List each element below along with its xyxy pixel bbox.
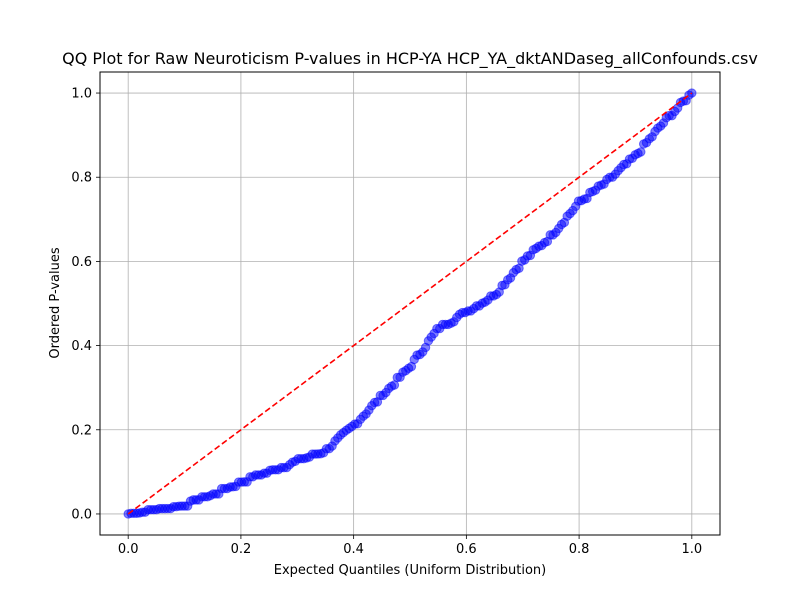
x-tick-label: 0.8 bbox=[569, 542, 590, 557]
y-tick-label: 0.4 bbox=[71, 339, 92, 354]
y-tick-label: 0.6 bbox=[71, 255, 92, 270]
x-tick-label: 0.4 bbox=[343, 542, 364, 557]
y-tick-label: 0.0 bbox=[71, 507, 92, 522]
plot-layer bbox=[123, 88, 697, 519]
y-axis-label: Ordered P-values bbox=[48, 247, 63, 358]
x-axis-label: Expected Quantiles (Uniform Distribution… bbox=[274, 563, 546, 578]
grid-layer bbox=[100, 72, 720, 535]
x-tick-label: 1.0 bbox=[681, 542, 702, 557]
chart-title: QQ Plot for Raw Neuroticism P-values in … bbox=[62, 49, 758, 69]
x-tick-label: 0.6 bbox=[456, 542, 477, 557]
tick-layer: 0.0 0.2 0.4 0.6 0.8 1.0 0.0 0.2 0.4 0.6 0.8 1.0 bbox=[71, 87, 702, 557]
axes-frame bbox=[99, 71, 721, 536]
reference-line bbox=[127, 92, 693, 515]
data-point bbox=[636, 147, 646, 157]
y-tick-label: 0.8 bbox=[71, 171, 92, 186]
x-tick-label: 0.0 bbox=[118, 542, 139, 557]
y-tick-label: 0.2 bbox=[71, 423, 92, 438]
y-tick-label: 1.0 bbox=[71, 87, 92, 102]
x-tick-label: 0.2 bbox=[231, 542, 252, 557]
